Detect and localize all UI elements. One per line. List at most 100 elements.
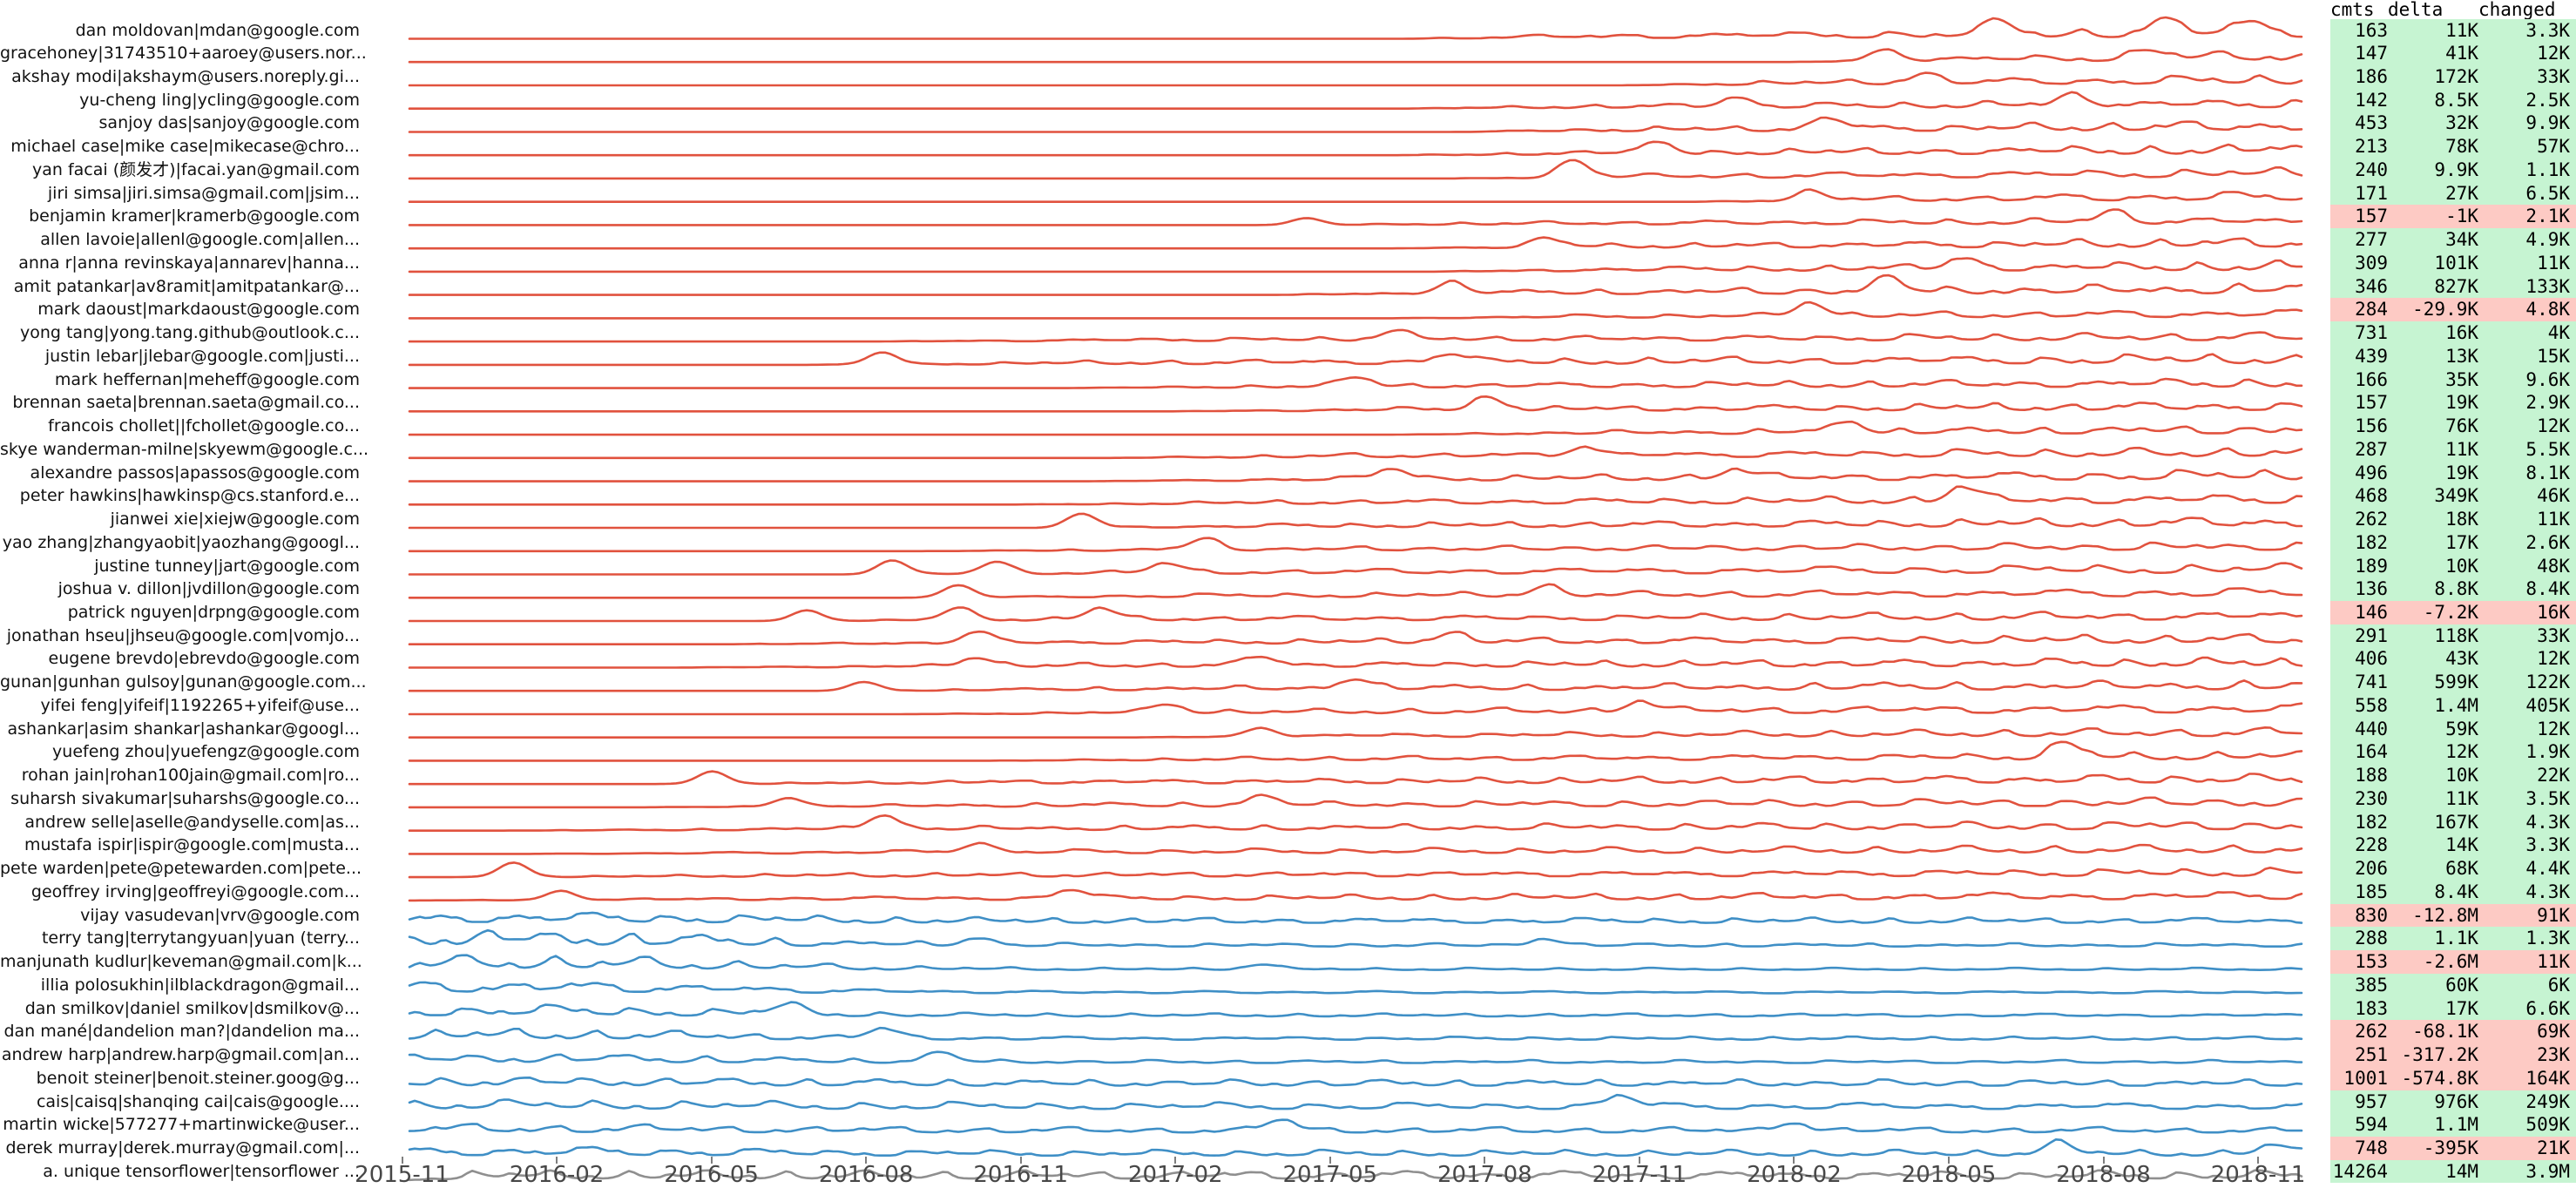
changed-value: 6.6K — [2525, 997, 2570, 1019]
x-axis-tick — [2257, 1157, 2260, 1164]
changed-value: 2.6K — [2525, 531, 2570, 553]
cmts-value: 957 — [2355, 1090, 2388, 1112]
contributor-name: eugene brevdo|ebrevdo@google.com — [48, 649, 360, 669]
stats-row: 346 827K 133K — [2330, 274, 2576, 299]
delta-value: 172K — [2434, 65, 2478, 87]
stats-header: cmts delta changed — [2330, 0, 2576, 20]
contributor-name: yong tang|yong.tang.github@outlook.c... — [19, 323, 360, 343]
changed-value: 6.5K — [2525, 182, 2570, 204]
cmts-value: 185 — [2355, 881, 2388, 902]
changed-value: 133K — [2525, 275, 2570, 297]
column-header-cmts: cmts — [2330, 0, 2375, 20]
commit-activity-sparkline — [408, 981, 2303, 995]
commit-activity-sparkline — [408, 1001, 2303, 1018]
stats-row: 748 -395K 21K — [2330, 1137, 2576, 1160]
stats-row: 147 41K 12K — [2330, 42, 2576, 65]
stats-row: 171 27K 6.5K — [2330, 181, 2576, 206]
contributor-name: yao zhang|zhangyaobit|yaozhang@googl... — [2, 532, 360, 552]
contributor-name: mark heffernan|meheff@google.com — [54, 369, 360, 389]
stats-row: 240 9.9K 1.1K — [2330, 158, 2576, 182]
delta-value: 599K — [2434, 672, 2478, 693]
commit-activity-sparkline — [408, 606, 2303, 623]
changed-value: 23K — [2537, 1044, 2570, 1066]
commit-activity-sparkline — [408, 48, 2303, 64]
x-axis-tick — [1174, 1157, 1177, 1164]
contributor-name: cais|caisq|shanqing cai|cais@google.... — [36, 1091, 360, 1111]
stats-row: 1001 -574.8K 164K — [2330, 1066, 2576, 1090]
cmts-value: 228 — [2355, 834, 2388, 856]
stats-row: 228 14K 3.3K — [2330, 834, 2576, 858]
commit-activity-sparkline — [408, 273, 2303, 296]
commit-activity-sparkline — [408, 928, 2303, 948]
contributor-name: jonathan hseu|jhseu@google.com|vomjo... — [6, 625, 360, 645]
contributor-name: gunan|gunhan gulsoy|gunan@google.com... — [0, 672, 367, 692]
commit-activity-sparkline — [408, 376, 2303, 389]
contributor-name: anna r|anna revinskaya|annarev|hanna... — [18, 253, 360, 273]
stats-row: 439 13K 15K — [2330, 344, 2576, 368]
stats-row: 163 11K 3.3K — [2330, 18, 2576, 43]
stats-row: 406 43K 12K — [2330, 647, 2576, 672]
changed-value: 9.6K — [2525, 368, 2570, 390]
stats-row: 558 1.4M 405K — [2330, 693, 2576, 718]
x-axis-label: 2016-02 — [509, 1162, 605, 1188]
cmts-value: 277 — [2355, 229, 2388, 251]
stats-row: 186 172K 33K — [2330, 64, 2576, 89]
stats-row: 157 19K 2.9K — [2330, 391, 2576, 415]
cmts-value: 346 — [2355, 275, 2388, 297]
x-axis-label: 2015-11 — [355, 1162, 450, 1188]
stats-row: 230 11K 3.5K — [2330, 786, 2576, 811]
delta-value: 32K — [2445, 112, 2478, 134]
x-axis-tick — [1484, 1157, 1486, 1164]
contributor-name: peter hawkins|hawkinsp@cs.stanford.e... — [19, 486, 360, 506]
stats-row: 594 1.1M 509K — [2330, 1113, 2576, 1137]
delta-value: 12K — [2445, 741, 2478, 763]
changed-value: 33K — [2537, 65, 2570, 87]
stats-row: 251 -317.2K 23K — [2330, 1043, 2576, 1067]
commit-activity-sparkline — [408, 1026, 2303, 1041]
delta-value: -317.2K — [2401, 1044, 2478, 1066]
cmts-value: 262 — [2355, 509, 2388, 530]
changed-value: 5.5K — [2525, 438, 2570, 460]
stats-row: 157 -1K 2.1K — [2330, 205, 2576, 229]
commit-activity-sparkline — [408, 1093, 2303, 1110]
changed-value: 3.5K — [2525, 787, 2570, 809]
x-axis-label: 2017-02 — [1127, 1162, 1223, 1188]
contributor-name: pete warden|pete@petewarden.com|pete... — [0, 859, 362, 879]
changed-value: 3.3K — [2525, 19, 2570, 41]
stats-row: 136 8.8K 8.4K — [2330, 577, 2576, 601]
x-axis-label: 2017-05 — [1282, 1162, 1378, 1188]
commit-activity-sparkline — [408, 630, 2303, 645]
commit-activity-sparkline — [408, 485, 2303, 506]
stats-row: 385 60K 6K — [2330, 973, 2576, 997]
stats-row: 182 167K 4.3K — [2330, 810, 2576, 834]
contributor-name: benoit steiner|benoit.steiner.goog@g... — [36, 1068, 360, 1088]
stats-row: 440 59K 12K — [2330, 717, 2576, 741]
delta-value: 8.5K — [2434, 89, 2478, 111]
contributor-name: gracehoney|31743510+aaroey@users.nor... — [0, 44, 367, 64]
contributor-name: mark daoust|markdaoust@google.com — [37, 300, 360, 320]
contributor-name: yuefeng zhou|yuefengz@google.com — [52, 742, 360, 762]
delta-value: 349K — [2434, 485, 2478, 507]
cmts-value: 182 — [2355, 531, 2388, 553]
stats-row: 14264 14M 3.9M — [2330, 1159, 2576, 1184]
changed-value: 249K — [2525, 1090, 2570, 1112]
x-axis-tick — [1329, 1157, 1331, 1164]
delta-value: 9.9K — [2434, 159, 2478, 180]
commit-activity-sparkline — [408, 328, 2303, 343]
cmts-value: 385 — [2355, 974, 2388, 996]
x-axis-tick — [1638, 1157, 1640, 1164]
cmts-value: 468 — [2355, 485, 2388, 507]
cmts-value: 288 — [2355, 928, 2388, 949]
x-axis-tick — [1019, 1157, 1022, 1164]
changed-value: 12K — [2537, 648, 2570, 670]
cmts-value: 496 — [2355, 462, 2388, 483]
delta-value: 18K — [2445, 509, 2478, 530]
commit-activity-sparkline — [408, 445, 2303, 460]
delta-value: 11K — [2445, 787, 2478, 809]
stats-row: 957 976K 249K — [2330, 1090, 2576, 1114]
contributor-name: rohan jain|rohan100jain@gmail.com|ro... — [21, 766, 360, 786]
cmts-value: 406 — [2355, 648, 2388, 670]
commit-activity-sparkline — [408, 257, 2303, 273]
delta-value: -7.2K — [2423, 602, 2478, 623]
